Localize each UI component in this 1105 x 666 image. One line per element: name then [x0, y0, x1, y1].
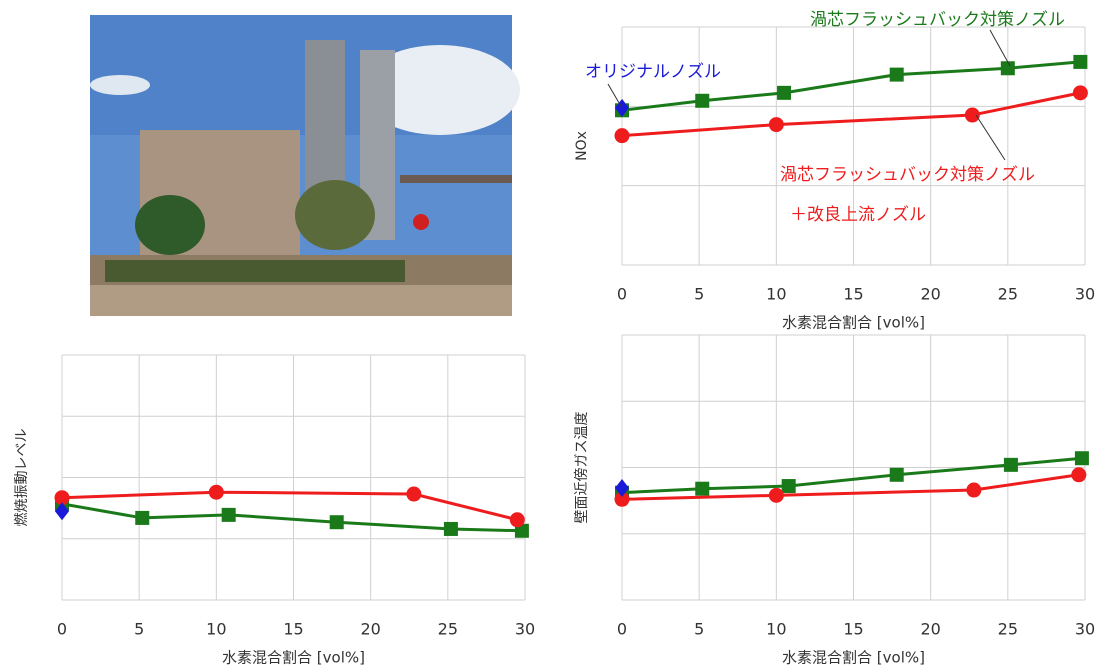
x-tick-label: 5	[134, 620, 144, 639]
marker	[329, 515, 344, 530]
marker	[777, 85, 792, 100]
marker	[1000, 61, 1015, 76]
marker	[1071, 467, 1087, 483]
marker	[768, 117, 784, 133]
marker	[889, 467, 904, 482]
marker	[135, 510, 150, 525]
marker	[514, 523, 529, 538]
x-tick-label: 20	[920, 285, 940, 304]
marker	[54, 490, 70, 506]
x-tick-label: 20	[360, 620, 380, 639]
series-line	[621, 60, 1081, 112]
x-tick-label: 5	[694, 285, 704, 304]
marker	[509, 512, 525, 528]
leader-line	[975, 114, 1006, 161]
x-tick-label: 25	[438, 620, 458, 639]
x-tick-label: 25	[998, 620, 1018, 639]
x-axis-label: 水素混合割合 [vol%]	[782, 314, 925, 332]
series-line	[61, 490, 518, 522]
x-tick-label: 0	[617, 620, 627, 639]
y-axis-label: 壁面近傍ガス温度	[573, 412, 590, 524]
series-line	[621, 91, 1081, 138]
marker	[1072, 85, 1088, 101]
marker	[208, 484, 224, 500]
series-line	[621, 456, 1083, 495]
x-tick-label: 0	[57, 620, 67, 639]
annotation: 渦芯フラッシュバック対策ノズル	[780, 165, 1035, 185]
x-tick-label: 30	[1075, 285, 1095, 304]
x-tick-label: 15	[843, 285, 863, 304]
marker	[406, 486, 422, 502]
series-line	[61, 502, 522, 533]
marker	[768, 487, 784, 503]
x-tick-label: 15	[283, 620, 303, 639]
marker	[964, 107, 980, 123]
x-tick-label: 10	[766, 285, 786, 304]
marker	[1003, 457, 1018, 472]
annotation: 渦芯フラッシュバック対策ノズル	[810, 10, 1065, 30]
marker	[1074, 451, 1089, 466]
leader-line	[607, 83, 623, 109]
marker	[221, 507, 236, 522]
marker	[695, 481, 710, 496]
marker	[889, 67, 904, 82]
marker	[614, 491, 630, 507]
x-tick-label: 25	[998, 285, 1018, 304]
marker	[615, 479, 629, 498]
marker	[695, 93, 710, 108]
x-axis-label: 水素混合割合 [vol%]	[222, 649, 365, 666]
y-axis-label: 燃焼振動レベル	[13, 429, 30, 527]
marker	[55, 502, 69, 521]
x-tick-label: 10	[766, 620, 786, 639]
x-tick-label: 15	[843, 620, 863, 639]
x-axis-label: 水素混合割合 [vol%]	[782, 649, 925, 666]
annotation: ＋改良上流ノズル	[790, 205, 926, 225]
series-line	[621, 473, 1080, 501]
photo	[90, 15, 520, 316]
marker	[781, 479, 796, 494]
x-tick-label: 30	[1075, 620, 1095, 639]
x-tick-label: 5	[694, 620, 704, 639]
x-tick-label: 30	[515, 620, 535, 639]
x-tick-label: 20	[920, 620, 940, 639]
marker	[443, 521, 458, 536]
x-tick-label: 0	[617, 285, 627, 304]
leader-line	[989, 29, 1011, 67]
y-axis-label: NOx	[574, 131, 590, 161]
annotation: オリジナルノズル	[585, 62, 721, 82]
x-tick-label: 10	[206, 620, 226, 639]
marker	[1073, 54, 1088, 69]
marker	[966, 482, 982, 498]
marker	[614, 128, 630, 144]
